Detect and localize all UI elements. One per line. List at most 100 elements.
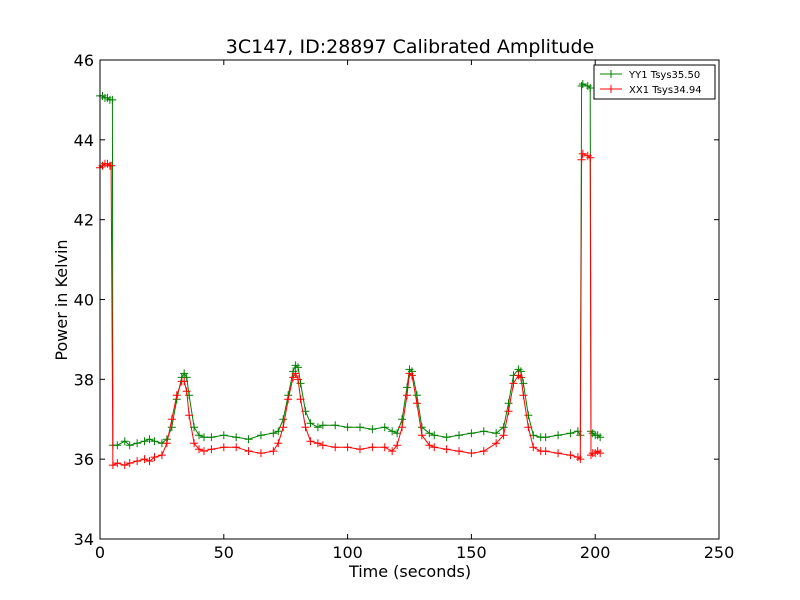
ticks-layer: 0 50 100 150 200 250 34 36 38 40 42 44 46: [74, 51, 735, 562]
data-point-yy1: [219, 431, 228, 440]
data-point-yy1: [566, 429, 575, 438]
y-tick-label: 46: [74, 51, 94, 70]
data-point-xx1: [467, 449, 476, 458]
data-point-xx1: [182, 387, 191, 396]
data-point-xx1: [388, 447, 397, 456]
data-point-xx1: [393, 441, 402, 450]
data-point-xx1: [108, 461, 117, 470]
data-point-xx1: [284, 395, 293, 404]
data-point-xx1: [442, 445, 451, 454]
data-point-yy1: [455, 431, 464, 440]
data-point-xx1: [219, 443, 228, 452]
legend-entry-yy1: YY1 Tsys35.50: [600, 70, 700, 81]
data-point-yy1: [343, 423, 352, 432]
data-point-xx1: [279, 423, 288, 432]
data-point-yy1: [108, 95, 117, 104]
data-point-xx1: [294, 375, 303, 384]
plot-area: 0 50 100 150 200 250 34 36 38 40 42 44 46: [74, 51, 735, 562]
y-tick-label: 36: [74, 450, 94, 469]
data-point-xx1: [455, 447, 464, 456]
data-point-yy1: [425, 429, 434, 438]
series-layer: [96, 79, 605, 470]
data-point-xx1: [162, 439, 171, 448]
data-point-xx1: [541, 447, 550, 456]
series-xx1: [96, 149, 605, 470]
data-point-yy1: [398, 415, 407, 424]
data-point-xx1: [412, 399, 421, 408]
data-point-xx1: [554, 449, 563, 458]
data-point-yy1: [313, 423, 322, 432]
data-point-xx1: [524, 423, 533, 432]
y-tick-label: 38: [74, 370, 94, 389]
data-point-xx1: [256, 449, 265, 458]
data-point-xx1: [157, 451, 166, 460]
data-point-xx1: [403, 391, 412, 400]
data-point-xx1: [140, 455, 149, 464]
legend-entry-xx1: XX1 Tsys34.94: [600, 85, 702, 96]
data-point-yy1: [519, 379, 528, 388]
data-point-yy1: [355, 423, 364, 432]
data-point-xx1: [125, 459, 134, 468]
data-point-xx1: [586, 153, 595, 162]
x-tick-label: 0: [95, 543, 105, 562]
data-point-yy1: [412, 391, 421, 400]
legend: YY1 Tsys35.50 XX1 Tsys34.94: [593, 64, 716, 100]
legend-label-xx1: XX1 Tsys34.94: [629, 85, 702, 96]
data-point-yy1: [596, 433, 605, 442]
data-point-xx1: [398, 423, 407, 432]
data-point-xx1: [195, 445, 204, 454]
data-point-xx1: [380, 443, 389, 452]
chart-title: 3C147, ID:28897 Calibrated Amplitude: [226, 36, 594, 58]
data-point-xx1: [207, 445, 216, 454]
data-point-xx1: [492, 439, 501, 448]
data-point-xx1: [519, 391, 528, 400]
data-point-yy1: [331, 421, 340, 430]
data-point-yy1: [279, 415, 288, 424]
data-point-yy1: [269, 429, 278, 438]
data-point-xx1: [576, 455, 585, 464]
legend-marker-yy1: [607, 70, 615, 78]
x-tick-label: 200: [580, 543, 611, 562]
data-point-xx1: [407, 371, 416, 380]
data-point-yy1: [430, 431, 439, 440]
data-point-yy1: [274, 427, 283, 436]
data-point-xx1: [185, 411, 194, 420]
data-point-xx1: [318, 441, 327, 450]
data-point-yy1: [318, 421, 327, 430]
x-tick-label: 250: [704, 543, 735, 562]
data-point-xx1: [199, 447, 208, 456]
data-point-yy1: [554, 431, 563, 440]
data-point-xx1: [529, 443, 538, 452]
data-point-yy1: [524, 411, 533, 420]
data-point-xx1: [172, 391, 181, 400]
data-point-yy1: [541, 433, 550, 442]
data-point-yy1: [294, 363, 303, 372]
data-point-xx1: [244, 447, 253, 456]
data-point-yy1: [306, 419, 315, 428]
data-point-xx1: [190, 439, 199, 448]
data-point-xx1: [232, 443, 241, 452]
data-point-yy1: [368, 425, 377, 434]
data-point-xx1: [596, 449, 605, 458]
data-point-xx1: [306, 437, 315, 446]
data-point-xx1: [180, 377, 189, 386]
y-tick-label: 34: [74, 530, 94, 549]
data-point-xx1: [313, 439, 322, 448]
data-point-xx1: [479, 447, 488, 456]
data-point-xx1: [343, 443, 352, 452]
data-point-xx1: [578, 149, 587, 158]
data-point-yy1: [232, 433, 241, 442]
data-point-xx1: [291, 369, 300, 378]
data-point-yy1: [140, 437, 149, 446]
data-point-xx1: [120, 461, 129, 470]
data-point-yy1: [207, 433, 216, 442]
x-tick-label: 150: [456, 543, 487, 562]
data-point-yy1: [417, 423, 426, 432]
data-point-yy1: [393, 429, 402, 438]
data-point-yy1: [499, 423, 508, 432]
data-point-xx1: [145, 457, 154, 466]
data-point-xx1: [107, 161, 116, 170]
data-point-xx1: [331, 443, 340, 452]
